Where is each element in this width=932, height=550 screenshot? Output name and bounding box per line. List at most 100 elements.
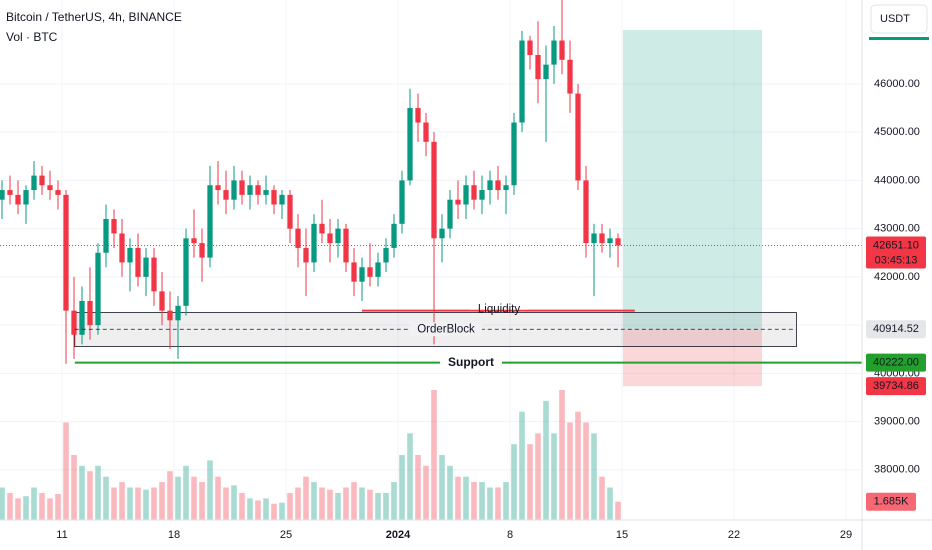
volume-bar xyxy=(207,460,213,520)
x-tick-label: 25 xyxy=(280,529,292,541)
candle-body xyxy=(503,185,509,191)
candle-body xyxy=(39,175,45,186)
liquidity-label: Liquidity xyxy=(478,304,520,316)
candle-body xyxy=(447,199,453,229)
volume-bar xyxy=(335,492,341,520)
candle-body xyxy=(495,180,501,191)
volume-bar xyxy=(399,455,405,520)
candle-body xyxy=(479,190,485,200)
candle-body xyxy=(127,247,133,263)
candle-body xyxy=(343,228,349,263)
candle-body xyxy=(439,228,445,239)
volume-bar xyxy=(135,487,141,520)
y-tick-label: 46000.00 xyxy=(874,78,920,90)
candle-body xyxy=(535,54,541,80)
candle-body xyxy=(583,180,589,244)
candle-body xyxy=(175,305,181,321)
volume-bar xyxy=(39,492,45,520)
volume-bar xyxy=(351,482,357,520)
candle-body xyxy=(463,185,469,205)
y-tick-label: 42000.00 xyxy=(874,271,920,283)
volume-bar xyxy=(415,455,421,520)
candle-body xyxy=(135,247,141,277)
candle-body xyxy=(23,190,29,205)
volume-bar xyxy=(95,465,101,520)
volume-bar xyxy=(263,498,269,520)
volume-bar xyxy=(303,476,309,520)
candle-body xyxy=(31,175,37,191)
volume-bar xyxy=(487,487,493,520)
volume-bar xyxy=(0,487,5,520)
volume-bar xyxy=(71,455,77,520)
volume-bar xyxy=(55,494,61,520)
last-price-label: 42651.10 xyxy=(873,239,919,251)
candle-body xyxy=(335,228,341,244)
candle-body xyxy=(159,291,165,311)
candle-body xyxy=(223,190,229,200)
volume-bar xyxy=(215,476,221,520)
volume-bar xyxy=(495,487,501,520)
volume-bar xyxy=(455,476,461,520)
stop-price-label: 39734.86 xyxy=(873,380,919,392)
entry-price-label: 40914.52 xyxy=(873,323,919,335)
currency-button[interactable] xyxy=(870,4,928,34)
volume-tag: 1.685K xyxy=(874,496,910,508)
volume-bar xyxy=(535,433,541,520)
candle-body xyxy=(375,262,381,277)
volume-bar xyxy=(327,489,333,520)
y-tick-label: 43000.00 xyxy=(874,223,920,235)
volume-bar xyxy=(559,390,565,520)
volume-bar xyxy=(167,471,173,520)
candle-body xyxy=(399,180,405,224)
candle-body xyxy=(487,180,493,191)
candle-body xyxy=(151,257,157,292)
candle-body xyxy=(207,185,213,258)
candle-body xyxy=(271,190,277,205)
volume-bar xyxy=(527,444,533,520)
candle-body xyxy=(247,185,253,195)
volume-bar xyxy=(607,487,613,520)
candle-body xyxy=(95,252,101,326)
candle-body xyxy=(351,262,357,282)
volume-bar xyxy=(543,400,549,520)
candle-body xyxy=(551,40,557,65)
volume-tag-bg xyxy=(866,492,916,511)
candle-body xyxy=(71,310,77,335)
volume-bar xyxy=(439,455,445,520)
volume-bar xyxy=(471,482,477,520)
candle-body xyxy=(319,223,325,234)
volume-bar xyxy=(143,489,149,520)
stop-zone xyxy=(622,329,762,387)
volume-bar xyxy=(551,433,557,520)
volume-bar xyxy=(391,482,397,520)
candle-body xyxy=(543,64,549,80)
candle-body xyxy=(511,122,517,186)
volume-bar xyxy=(255,500,261,520)
candle-body xyxy=(591,233,597,244)
order-block-label: OrderBlock xyxy=(417,323,475,335)
x-tick-label: 18 xyxy=(168,529,180,541)
candle-body xyxy=(103,218,109,253)
volume-bar xyxy=(127,487,133,520)
volume-bar xyxy=(191,476,197,520)
candle-body xyxy=(383,247,389,263)
volume-bar xyxy=(119,482,125,520)
volume-bar xyxy=(79,465,85,520)
candle-body xyxy=(391,223,397,248)
volume-bar xyxy=(447,465,453,520)
candle-body xyxy=(599,233,605,244)
volume-bar xyxy=(111,487,117,520)
candle-body xyxy=(615,238,621,246)
candle-body xyxy=(0,190,5,200)
volume-bar xyxy=(615,501,621,520)
volume-bar xyxy=(567,422,573,520)
y-tick-label: 45000.00 xyxy=(874,126,920,138)
candle-body xyxy=(79,301,85,335)
volume-bar xyxy=(279,502,285,520)
candle-body xyxy=(311,223,317,263)
volume-bar xyxy=(503,482,509,520)
volume-bar xyxy=(87,471,93,520)
volume-bar xyxy=(423,465,429,520)
candle-body xyxy=(455,199,461,205)
